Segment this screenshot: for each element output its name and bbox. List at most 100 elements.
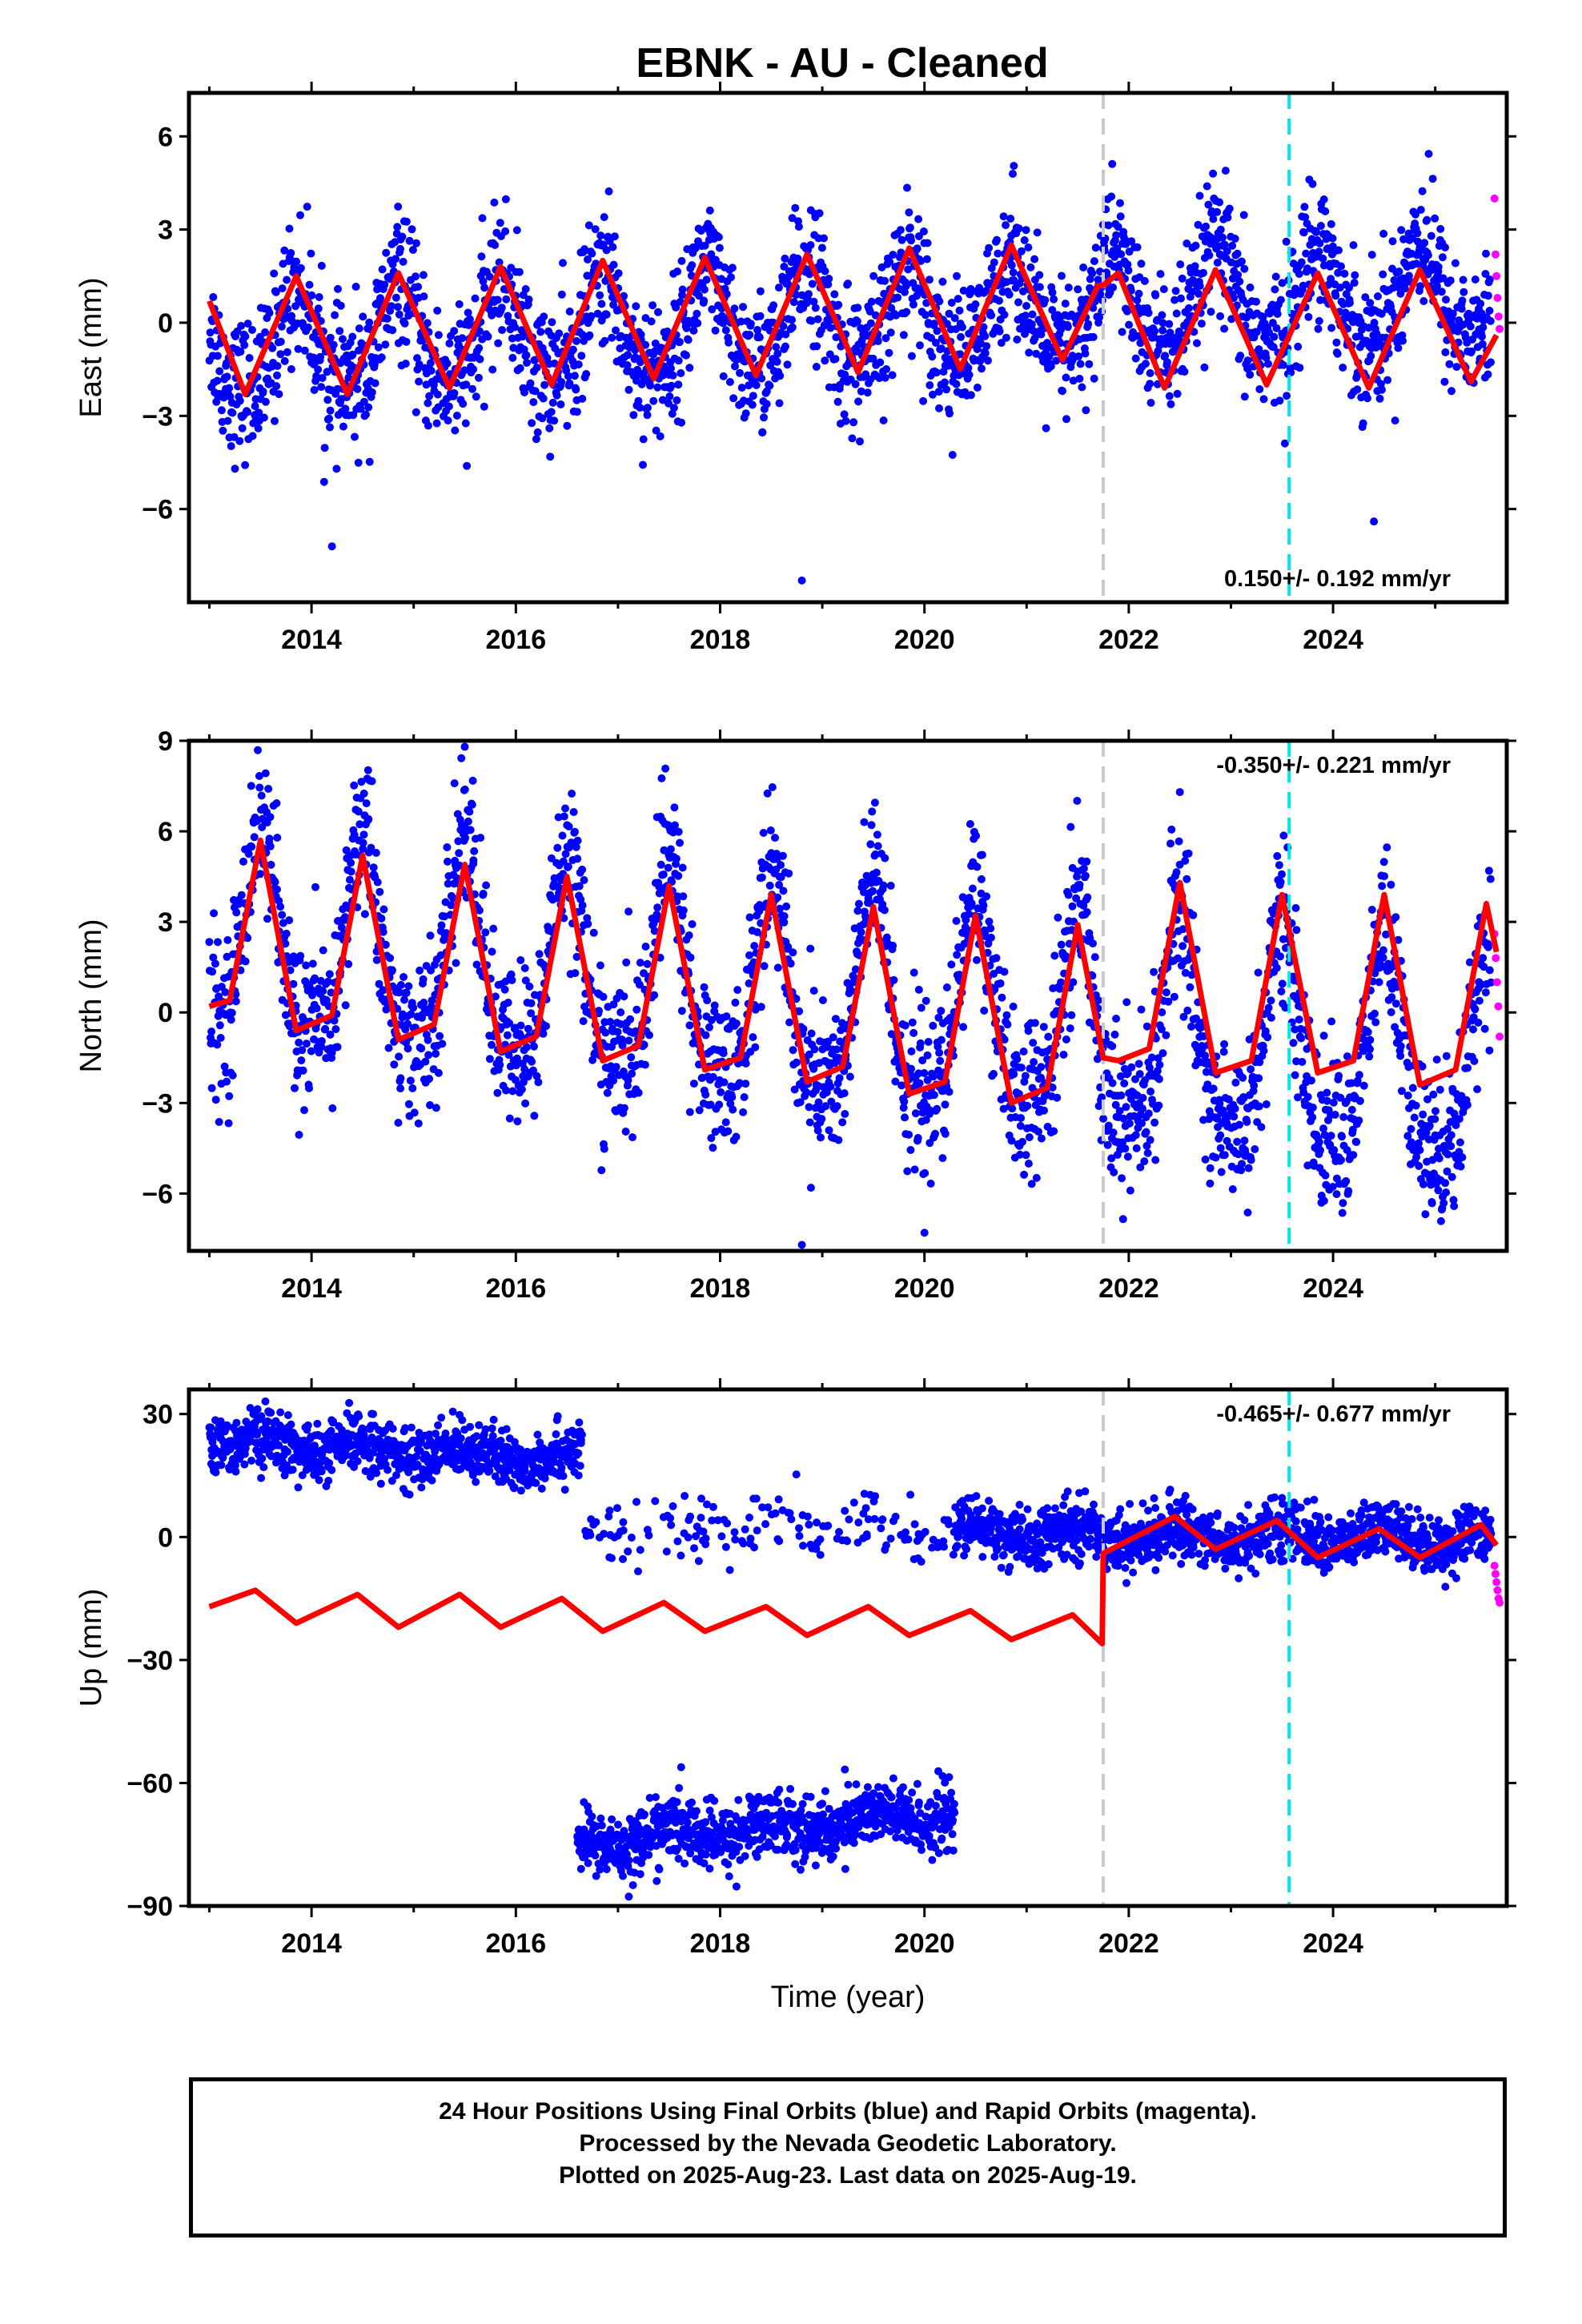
final-orbit-point (920, 1069, 929, 1077)
final-orbit-point (494, 339, 503, 348)
final-orbit-point (768, 783, 777, 791)
final-orbit-point (695, 1106, 704, 1115)
final-orbit-point (539, 394, 548, 403)
final-orbit-point (1347, 1105, 1356, 1114)
final-orbit-point (447, 901, 456, 910)
final-orbit-point (1151, 1156, 1160, 1164)
final-orbit-point (472, 960, 481, 969)
final-orbit-point (1281, 1003, 1290, 1012)
final-orbit-point (1107, 192, 1116, 201)
final-orbit-point (241, 460, 250, 469)
final-orbit-point (584, 255, 592, 263)
final-orbit-point (570, 372, 579, 380)
final-orbit-point (624, 1076, 632, 1084)
final-orbit-point (1150, 327, 1159, 336)
final-orbit-point (522, 351, 531, 360)
final-orbit-point (644, 404, 652, 412)
final-orbit-point (685, 1021, 694, 1030)
final-orbit-point (667, 364, 675, 372)
final-orbit-point (851, 380, 860, 388)
final-orbit-point (1255, 345, 1263, 354)
final-orbit-point (757, 873, 766, 882)
final-orbit-point (757, 374, 766, 383)
final-orbit-point (1452, 363, 1461, 372)
final-orbit-point (307, 1047, 315, 1055)
final-orbit-point (417, 1044, 426, 1053)
final-orbit-point (1107, 1154, 1116, 1163)
final-orbit-point (731, 999, 740, 1007)
final-orbit-point (887, 1030, 896, 1039)
final-orbit-point (620, 992, 628, 1001)
final-orbit-point (705, 1023, 713, 1031)
final-orbit-point (813, 315, 822, 324)
final-orbit-point (516, 364, 524, 372)
final-orbit-point (1138, 1119, 1146, 1128)
final-orbit-point (227, 1008, 236, 1017)
x-tick-label: 2018 (690, 625, 751, 655)
final-orbit-point (786, 959, 795, 968)
final-orbit-point (609, 1076, 618, 1085)
final-orbit-point (1067, 1011, 1076, 1019)
final-orbit-point (984, 356, 992, 365)
final-orbit-point (1158, 326, 1167, 335)
final-orbit-point (300, 1106, 308, 1115)
final-orbit-point (933, 327, 942, 336)
final-orbit-point (600, 336, 609, 345)
final-orbit-point (559, 259, 567, 267)
final-orbit-point (450, 327, 459, 336)
final-orbit-point (1233, 1137, 1242, 1146)
final-orbit-point (351, 432, 359, 441)
final-orbit-point (1237, 1166, 1246, 1175)
final-orbit-point (1030, 334, 1039, 343)
final-orbit-point (1182, 875, 1191, 883)
final-orbit-point (371, 379, 379, 388)
final-orbit-point (247, 782, 255, 790)
final-orbit-point (1150, 967, 1158, 976)
final-orbit-point (527, 999, 536, 1007)
final-orbit-point (520, 388, 528, 396)
final-orbit-point (371, 849, 380, 857)
final-orbit-point (885, 348, 893, 357)
final-orbit-point (370, 360, 379, 368)
final-orbit-point (676, 838, 684, 847)
final-orbit-point (359, 838, 367, 847)
final-orbit-point (942, 385, 951, 394)
final-orbit-point (1239, 1094, 1248, 1103)
final-orbit-point (357, 778, 366, 786)
final-orbit-point (266, 842, 275, 850)
final-orbit-point (1035, 271, 1044, 279)
final-orbit-point (1024, 1027, 1033, 1035)
final-orbit-point (1216, 312, 1225, 320)
final-orbit-point (1134, 289, 1143, 298)
final-orbit-point (806, 944, 815, 953)
final-orbit-point (517, 1085, 526, 1094)
final-orbit-point (730, 304, 739, 313)
final-orbit-point (1009, 1002, 1018, 1011)
final-orbit-point (1104, 221, 1113, 230)
final-orbit-point (1247, 1156, 1255, 1164)
final-orbit-point (982, 342, 991, 351)
final-orbit-point (1259, 395, 1268, 404)
final-orbit-point (1074, 285, 1082, 294)
final-orbit-point (1202, 1068, 1211, 1076)
final-orbit-point (728, 263, 737, 272)
final-orbit-point (345, 875, 354, 884)
final-orbit-point (1235, 277, 1244, 286)
final-orbit-point (773, 357, 781, 366)
final-orbit-point (780, 918, 789, 927)
final-orbit-point (564, 372, 572, 380)
final-orbit-point (1009, 268, 1018, 277)
final-orbit-point (1075, 880, 1084, 889)
final-orbit-point (356, 404, 365, 413)
final-orbit-point (1207, 308, 1215, 316)
final-orbit-point (678, 285, 687, 294)
final-orbit-point (634, 1088, 643, 1097)
final-orbit-point (348, 350, 357, 359)
final-orbit-point (238, 424, 247, 432)
final-orbit-point (677, 369, 685, 377)
final-orbit-point (838, 1118, 847, 1127)
final-orbit-point (511, 323, 520, 332)
final-orbit-point (609, 300, 618, 309)
final-orbit-point (1138, 1104, 1146, 1113)
